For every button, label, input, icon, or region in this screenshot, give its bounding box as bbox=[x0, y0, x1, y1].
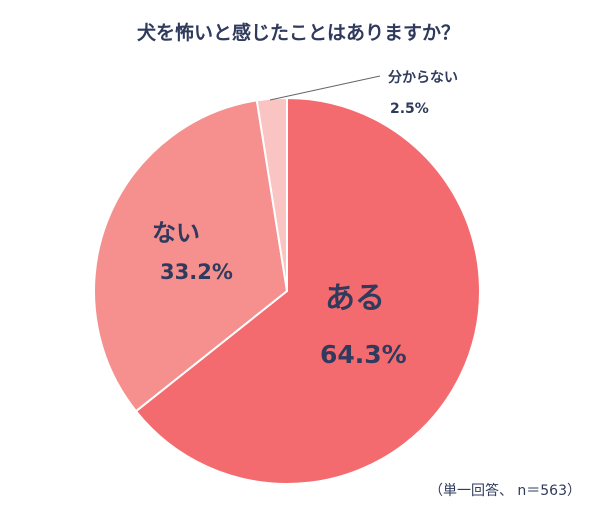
slice-label-aru: ある bbox=[325, 281, 385, 316]
pie-slice-aru bbox=[134, 96, 481, 485]
slice-label-wakaranai: 分からない bbox=[388, 70, 458, 86]
pie-slice-nai bbox=[93, 99, 289, 413]
leader-line-wakaranai bbox=[269, 75, 381, 101]
chart-title: 犬を怖いと感じたことはありますか？ bbox=[136, 22, 460, 44]
slice-value-aru: 64.3% bbox=[320, 340, 407, 369]
slice-value-nai: 33.2% bbox=[160, 260, 233, 284]
slice-label-nai: ない bbox=[152, 219, 200, 247]
sample-note: （単一回答、 n＝563） bbox=[428, 483, 581, 499]
slice-value-wakaranai: 2.5% bbox=[390, 101, 429, 117]
pie-slice-wakaranai bbox=[255, 96, 288, 292]
